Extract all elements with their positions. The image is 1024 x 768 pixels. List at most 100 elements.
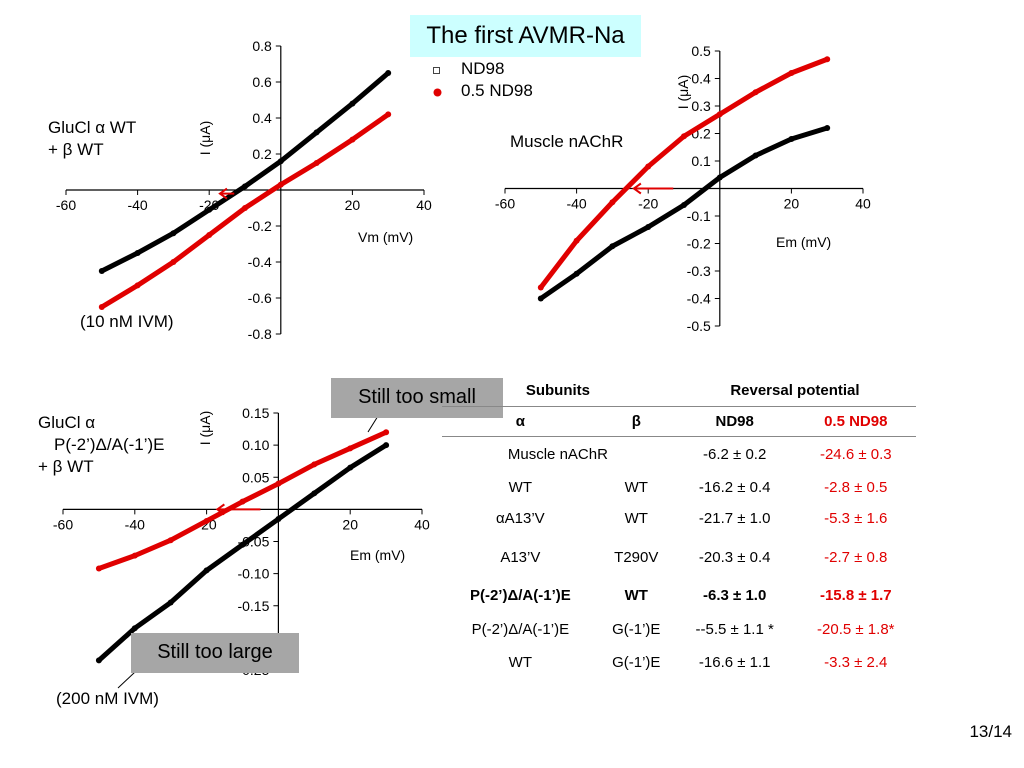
y-tick-label: 0.5 [691,43,711,59]
table-row: A13’V T290V -20.3 ± 0.4 -2.7 ± 0.8 [442,535,916,579]
table-cell-half-nd98: -24.6 ± 0.3 [819,445,892,463]
table-row: P(-2’)Δ/A(-1’)E G(-1’)E --5.5 ± 1.1 * -2… [442,611,916,647]
shift-arrow-head [218,187,228,200]
table-cell-beta: T290V [614,548,659,566]
x-axis-label: Em (mV) [350,547,405,563]
table-row: WT G(-1’)E -16.6 ± 1.1 -3.3 ± 2.4 [442,647,916,677]
data-point-nd98 [347,464,354,471]
y-tick-label: -0.10 [237,566,269,582]
data-point-half-nd98 [277,181,284,188]
y-tick-label: 0.2 [252,146,272,162]
table-cell-nd98: -16.6 ± 1.1 [698,653,771,671]
table-cell-beta: G(-1’)E [612,653,661,671]
x-tick-label: -60 [56,197,76,213]
y-tick-label: 0.4 [252,110,272,126]
callout-leader-large [117,671,136,689]
data-point-half-nd98 [313,160,320,166]
table-cell-alpha: A13’V [500,548,541,566]
data-point-half-nd98 [824,56,831,63]
table-cell-nd98: -6.3 ± 1.0 [703,586,767,604]
callout-still-too-large: Still too large [131,633,299,673]
y-tick-label: 0.1 [691,153,711,169]
table-row: WT WT -16.2 ± 0.4 -2.8 ± 0.5 [442,472,916,502]
series-line-nd98 [99,70,391,274]
table-col-nd98: ND98 [715,412,754,430]
data-point-half-nd98 [239,498,246,505]
data-point-nd98 [203,567,210,574]
data-point-half-nd98 [95,565,102,572]
y-tick-label: -0.6 [248,290,272,306]
plot1-condition: (10 nM IVM) [80,312,174,331]
x-tick-label: 20 [784,196,800,212]
data-point-nd98 [313,129,320,136]
y-tick-label: -0.3 [687,263,711,279]
table-cell-half-nd98: -15.8 ± 1.7 [819,586,892,604]
data-point-nd98 [681,202,687,208]
table-cell-nd98: -21.7 ± 1.0 [698,510,771,527]
data-point-nd98 [788,136,795,142]
table-row: P(-2’)Δ/A(-1’)E WT -6.3 ± 1.0 -15.8 ± 1.… [442,579,916,611]
data-point-nd98 [752,152,759,159]
plot3-construct-line1: GluCl α [38,413,96,432]
y-tick-label: -0.4 [687,291,711,307]
y-axis-label: I (μA) [197,121,213,156]
data-point-half-nd98 [573,237,580,244]
data-point-nd98 [716,174,723,181]
data-point-nd98 [824,125,831,131]
y-tick-label: -0.15 [237,598,269,614]
data-point-nd98 [349,100,356,107]
data-point-half-nd98 [383,429,390,436]
data-point-half-nd98 [537,284,544,291]
plot1-construct-line2: + β WT [48,140,104,159]
data-point-nd98 [95,657,102,664]
table-col-alpha: α [515,412,525,430]
x-axis-label: Em (mV) [776,234,831,250]
plot-3: -60 -40 -20 20 400.150.100.05-0.05-0.10-0.15… [53,405,430,678]
x-tick-label: -40 [566,196,586,212]
table-group-header-reversal: Reversal potential [730,382,860,400]
plot-2: -60 -40 -20 20 400.50.40.30.20.1-0.1-0.2-0.3… [495,43,871,334]
data-point-nd98 [537,295,544,302]
table-cell-half-nd98: -3.3 ± 2.4 [824,653,888,671]
x-tick-label: -60 [495,196,515,212]
y-tick-label: 0.8 [252,38,272,54]
legend-label-nd98: ND98 [461,59,505,78]
table-cell-alpha: αA13’V [495,510,545,527]
data-point-half-nd98 [311,461,318,468]
table-cell-alpha: P(-2’)Δ/A(-1’)E [469,586,571,604]
reversal-potential-table: Subunits Reversal potential α β ND98 0.5… [442,376,916,677]
table-cell-half-nd98: -20.5 ± 1.8* [817,620,895,638]
table-cell-alpha: WT [508,653,532,671]
data-point-half-nd98 [609,199,616,206]
data-point-half-nd98 [681,133,687,140]
data-point-nd98 [170,230,177,237]
y-tick-label: 0.15 [242,405,269,421]
table-group-header-subunits: Subunits [525,382,590,400]
data-point-nd98 [645,224,652,230]
x-tick-label: -40 [127,197,147,213]
x-tick-label: 40 [414,516,430,532]
data-point-half-nd98 [349,136,356,143]
table-cell-beta: WT [624,478,648,496]
table-row: αA13’V WT -21.7 ± 1.0 -5.3 ± 1.6 [442,502,916,535]
data-point-half-nd98 [752,89,759,96]
data-point-nd98 [609,243,616,250]
y-tick-label: -0.2 [687,236,711,252]
table-cell-alpha: WT [508,478,532,496]
plot3-construct-line3: + β WT [38,457,94,476]
table-cell-half-nd98: -5.3 ± 1.6 [824,510,888,527]
x-axis-label: Vm (mV) [358,229,413,245]
data-point-half-nd98 [170,259,177,265]
plot-1: -60 -40 -20 20 400.80.60.40.2-0.2-0.4-0.6-0.… [56,38,432,342]
series-line-nd98 [538,125,830,301]
data-point-half-nd98 [645,163,652,170]
y-tick-label: 0.4 [691,71,711,87]
x-tick-label: 40 [416,197,432,213]
y-tick-label: -0.2 [248,218,272,234]
data-point-nd98 [134,250,141,256]
data-point-half-nd98 [275,480,282,487]
x-tick-label: -40 [125,516,145,532]
legend-label-half-nd98: 0.5 ND98 [461,81,533,100]
table-col-half-nd98: 0.5 ND98 [824,412,888,430]
